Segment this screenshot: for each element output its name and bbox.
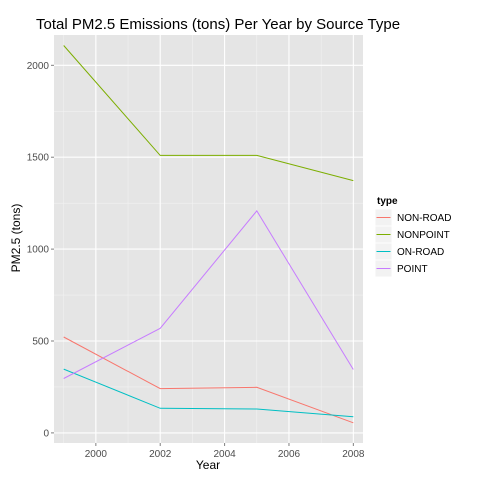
legend-item: NONPOINT xyxy=(374,225,450,244)
series-line-non-road xyxy=(63,336,354,424)
y-tick-label: 1000 xyxy=(27,245,50,256)
y-axis: 0 500 1000 1500 2000 xyxy=(27,61,54,439)
y-tick-label: 500 xyxy=(32,337,49,348)
series-line-nonpoint xyxy=(63,45,354,182)
legend-label: NON-ROAD xyxy=(397,213,451,224)
legend-title: type xyxy=(377,196,398,207)
legend-items: NON-ROAD NONPOINT ON-ROAD POINT xyxy=(374,208,451,278)
y-tick-label: 1500 xyxy=(27,153,50,164)
legend-item: ON-ROAD xyxy=(374,242,444,261)
x-axis: 2000 2002 2004 2006 2008 xyxy=(85,443,365,460)
y-tick-label: 0 xyxy=(43,428,49,439)
legend-label: ON-ROAD xyxy=(397,247,444,258)
x-tick-label: 2000 xyxy=(85,449,108,460)
legend-label: POINT xyxy=(397,264,428,275)
x-tick-label: 2006 xyxy=(278,449,301,460)
chart-title: Total PM2.5 Emissions (tons) Per Year by… xyxy=(36,16,400,33)
minor-gridlines xyxy=(54,35,363,443)
plot-panel xyxy=(54,35,363,443)
major-gridlines xyxy=(54,35,363,443)
legend-item: NON-ROAD xyxy=(374,208,451,227)
x-axis-title: Year xyxy=(196,458,220,472)
series-lines xyxy=(63,45,354,424)
y-axis-title: PM2.5 (tons) xyxy=(9,204,23,273)
series-line-point xyxy=(63,210,354,379)
x-tick-label: 2004 xyxy=(213,449,236,460)
series-line-on-road xyxy=(63,368,354,418)
y-tick-label: 2000 xyxy=(27,61,50,72)
legend-item: POINT xyxy=(374,259,428,278)
x-tick-label: 2008 xyxy=(342,449,365,460)
legend-label: NONPOINT xyxy=(397,230,450,241)
legend: type NON-ROAD NONPOINT ON-ROAD POINT xyxy=(374,196,451,278)
x-tick-label: 2002 xyxy=(149,449,172,460)
